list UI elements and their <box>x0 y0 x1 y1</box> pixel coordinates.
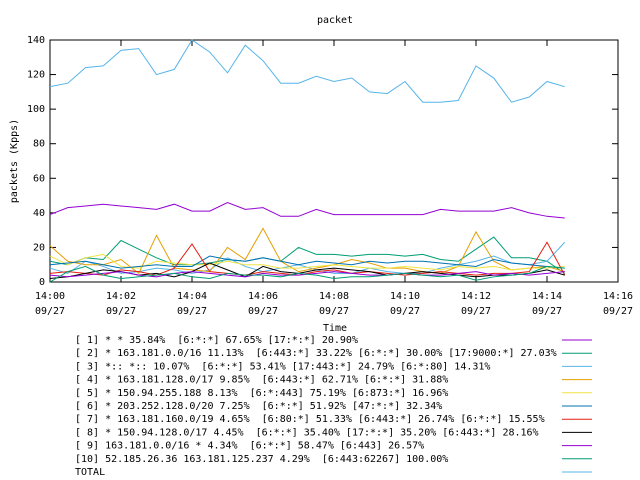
y-tick-label: 80 <box>33 139 45 150</box>
y-tick-label: 20 <box>33 242 45 253</box>
x-tick-label: 14:10 09/27 <box>390 291 420 317</box>
x-tick-label: 14:06 09/27 <box>248 291 278 317</box>
series-line <box>49 201 565 219</box>
y-tick-label: 100 <box>27 104 45 115</box>
legend-label: [ 8] * 150.94.128.0/17 4.45% [6:*:*] 35.… <box>75 427 539 438</box>
series-line <box>49 39 565 103</box>
y-tick-label: 0 <box>39 277 45 288</box>
legend-label: [ 5] * 150.94.255.188 8.13% [6:*:443] 75… <box>75 388 448 399</box>
legend-label: [ 4] * 163.181.128.0/17 9.85% [6:443:*] … <box>75 375 448 386</box>
x-tick-label: 14:00 09/27 <box>35 291 65 317</box>
legend-label: [ 7] * 163.181.160.0/19 4.65% [6:80:*] 5… <box>75 414 545 425</box>
series-line <box>49 236 566 274</box>
x-tick-label: 14:16 09/27 <box>603 291 633 317</box>
legend-label: [10] 52.185.26.36 163.181.125.237 4.29% … <box>75 454 448 465</box>
chart-title: packet <box>317 15 353 26</box>
legend-label: [ 2] * 163.181.0.0/16 11.13% [6:443:*] 3… <box>75 348 557 359</box>
series-line <box>49 265 565 283</box>
y-tick-label: 120 <box>27 70 45 81</box>
legend-label: TOTAL <box>75 467 105 478</box>
y-tick-label: 60 <box>33 173 45 184</box>
x-tick-label: 14:12 09/27 <box>461 291 491 317</box>
x-tick-label: 14:04 09/27 <box>177 291 207 317</box>
x-tick-label: 14:14 09/27 <box>532 291 562 317</box>
x-axis-title: Time <box>323 323 347 334</box>
series-line <box>49 241 566 276</box>
legend-label: [ 9] 163.181.0.0/16 * 4.34% [6:*:*] 58.4… <box>75 441 424 452</box>
y-tick-label: 40 <box>33 208 45 219</box>
legend-label: [ 6] * 203.252.128.0/20 7.25% [6:*:*] 51… <box>75 401 442 412</box>
x-tick-label: 14:08 09/27 <box>319 291 349 317</box>
series-line <box>49 255 565 269</box>
x-tick-label: 14:02 09/27 <box>106 291 136 317</box>
legend-label: [ 1] * * 35.84% [6:*:*] 67.65% [17:*:*] … <box>75 335 358 346</box>
series-line <box>49 253 565 271</box>
y-axis-title: packets (Kpps) <box>9 119 20 203</box>
legend-label: [ 3] *:: *:: 10.07% [6:*:*] 53.41% [17:4… <box>75 361 490 372</box>
y-tick-label: 140 <box>27 35 45 46</box>
